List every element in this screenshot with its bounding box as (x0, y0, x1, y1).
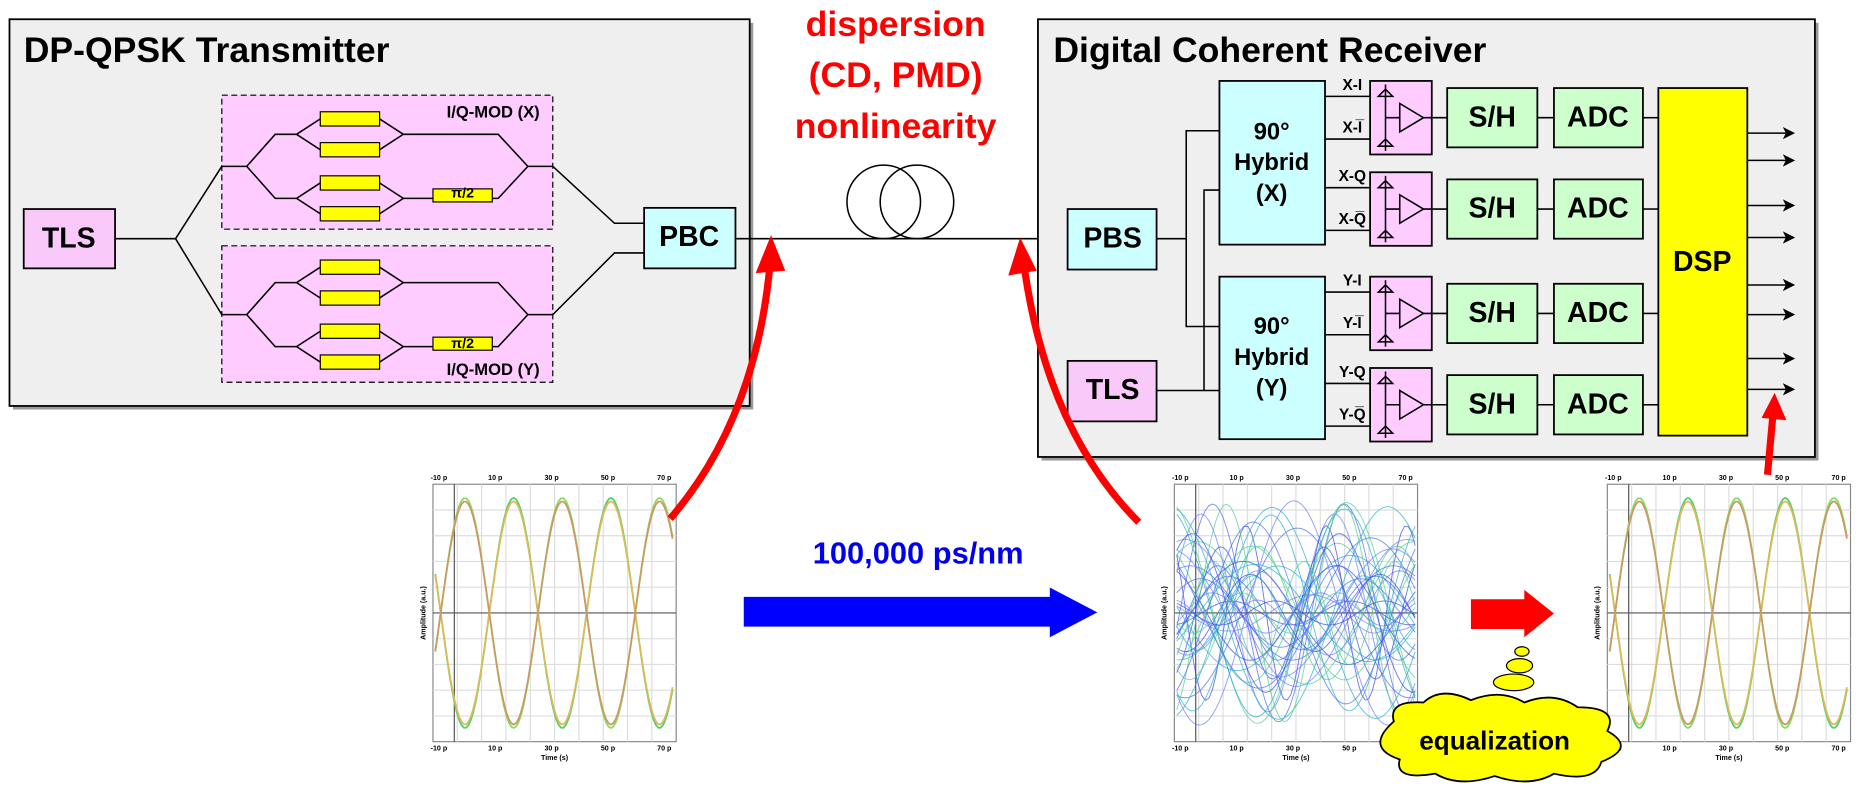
x-tick-label: 10 p (488, 745, 503, 753)
x-axis-label: Time (s) (1715, 754, 1743, 762)
x-axis-label: Time (s) (541, 754, 569, 762)
port-label: Y-Q (1339, 364, 1366, 381)
adc-label: ADC (1567, 101, 1629, 133)
x-tick-label: 70 p (657, 745, 672, 753)
port-label: Y-I (1343, 272, 1362, 289)
adc-label: ADC (1567, 297, 1629, 329)
phase-x: π/2 (451, 185, 474, 201)
diagram: DP-QPSK Transmitter TLS I/Q-MOD (X) I/Q-… (0, 0, 1860, 787)
phase-y: π/2 (451, 336, 474, 352)
impairment: dispersion (806, 4, 986, 44)
sh-label: S/H (1469, 388, 1516, 420)
phase-modulator (320, 207, 379, 221)
phase-modulator (320, 324, 379, 338)
x-tick-label: 70 p (1399, 474, 1414, 482)
sh-label: S/H (1469, 297, 1516, 329)
x-tick-label: 50 p (601, 745, 616, 753)
x-tick-label: 50 p (1342, 474, 1357, 482)
phase-modulator (320, 355, 379, 369)
x-tick-label: 70 p (1832, 474, 1847, 482)
phase-modulator (320, 143, 379, 157)
thought-bubble (1515, 647, 1529, 656)
x-tick-label: 10 p (488, 474, 503, 482)
y-axis-label: Amplitude (a.u.) (419, 585, 427, 639)
x-axis-label: Time (s) (1282, 754, 1310, 762)
x-tick-label: -10 p (431, 474, 448, 482)
x-tick-label: -10 p (1172, 745, 1189, 753)
x-tick-label: 70 p (1832, 745, 1847, 753)
adc-label: ADC (1567, 388, 1629, 420)
x-tick-label: 50 p (1775, 745, 1790, 753)
x-tick-label: 30 p (1286, 745, 1301, 753)
thought-bubble (1493, 674, 1533, 691)
y-axis-label: Amplitude (a.u.) (1594, 585, 1602, 639)
phase-modulator (320, 176, 379, 190)
x-tick-label: -10 p (431, 745, 448, 753)
port-label: Y-I̅ (1343, 315, 1365, 332)
x-tick-label: 10 p (1230, 745, 1245, 753)
sh-label: S/H (1469, 193, 1516, 225)
impairment: (CD, PMD) (809, 55, 983, 95)
pbc-label: PBC (659, 221, 719, 253)
arrow-head (756, 235, 786, 273)
hybrid-label: 90° (1254, 119, 1290, 145)
port-label: Y-Q̅ (1339, 407, 1366, 424)
x-tick-label: 50 p (1775, 474, 1790, 482)
mod-x-label: I/Q-MOD (X) (447, 102, 540, 121)
dsp-label: DSP (1673, 246, 1732, 278)
x-tick-label: 30 p (544, 745, 559, 753)
adc-label: ADC (1567, 193, 1629, 225)
hybrid-label: (Y) (1256, 376, 1288, 402)
x-tick-label: 50 p (1342, 745, 1357, 753)
x-tick-label: 30 p (1286, 474, 1301, 482)
port-label: X-Q̅ (1339, 211, 1366, 228)
port-label: X-Q (1339, 168, 1366, 185)
arrow-head (1008, 238, 1036, 276)
x-tick-label: -10 p (1605, 474, 1622, 482)
x-tick-label: 30 p (544, 474, 559, 482)
lo-label: TLS (1086, 374, 1140, 406)
pbs-label: PBS (1083, 222, 1142, 254)
phase-modulator (320, 112, 379, 126)
impairment: nonlinearity (795, 106, 997, 146)
phase-modulator (320, 260, 379, 274)
sh-label: S/H (1469, 101, 1516, 133)
port-label: X-I̅ (1342, 119, 1365, 136)
hybrid-label: (X) (1256, 181, 1288, 207)
x-tick-label: 10 p (1230, 474, 1245, 482)
receiver-title: Digital Coherent Receiver (1053, 30, 1486, 70)
y-axis-label: Amplitude (a.u.) (1161, 585, 1169, 639)
hybrid-label: 90° (1254, 314, 1290, 340)
blue-arrow (744, 587, 1097, 637)
x-tick-label: 10 p (1662, 745, 1677, 753)
fiber-coil (847, 165, 921, 239)
x-tick-label: 10 p (1662, 474, 1677, 482)
x-tick-label: 50 p (601, 474, 616, 482)
fiber-coil (880, 165, 954, 239)
x-tick-label: 30 p (1719, 474, 1734, 482)
dispersion-label: 100,000 ps/nm (813, 536, 1024, 571)
page: DP-QPSK Transmitter TLS I/Q-MOD (X) I/Q-… (0, 0, 1860, 787)
x-tick-label: 70 p (657, 474, 672, 482)
equalization-label: equalization (1419, 726, 1570, 756)
hybrid-label: Hybrid (1234, 345, 1309, 371)
hybrid-label: Hybrid (1234, 150, 1309, 176)
transmitter-title: DP-QPSK Transmitter (24, 30, 390, 70)
tls-label: TLS (42, 222, 96, 254)
phase-modulator (320, 291, 379, 305)
x-tick-label: -10 p (1172, 474, 1189, 482)
x-tick-label: 30 p (1719, 745, 1734, 753)
thought-bubble (1507, 659, 1533, 673)
red-arrow (1471, 590, 1554, 637)
port-label: X-I (1342, 77, 1362, 94)
mod-y-label: I/Q-MOD (Y) (447, 360, 540, 379)
